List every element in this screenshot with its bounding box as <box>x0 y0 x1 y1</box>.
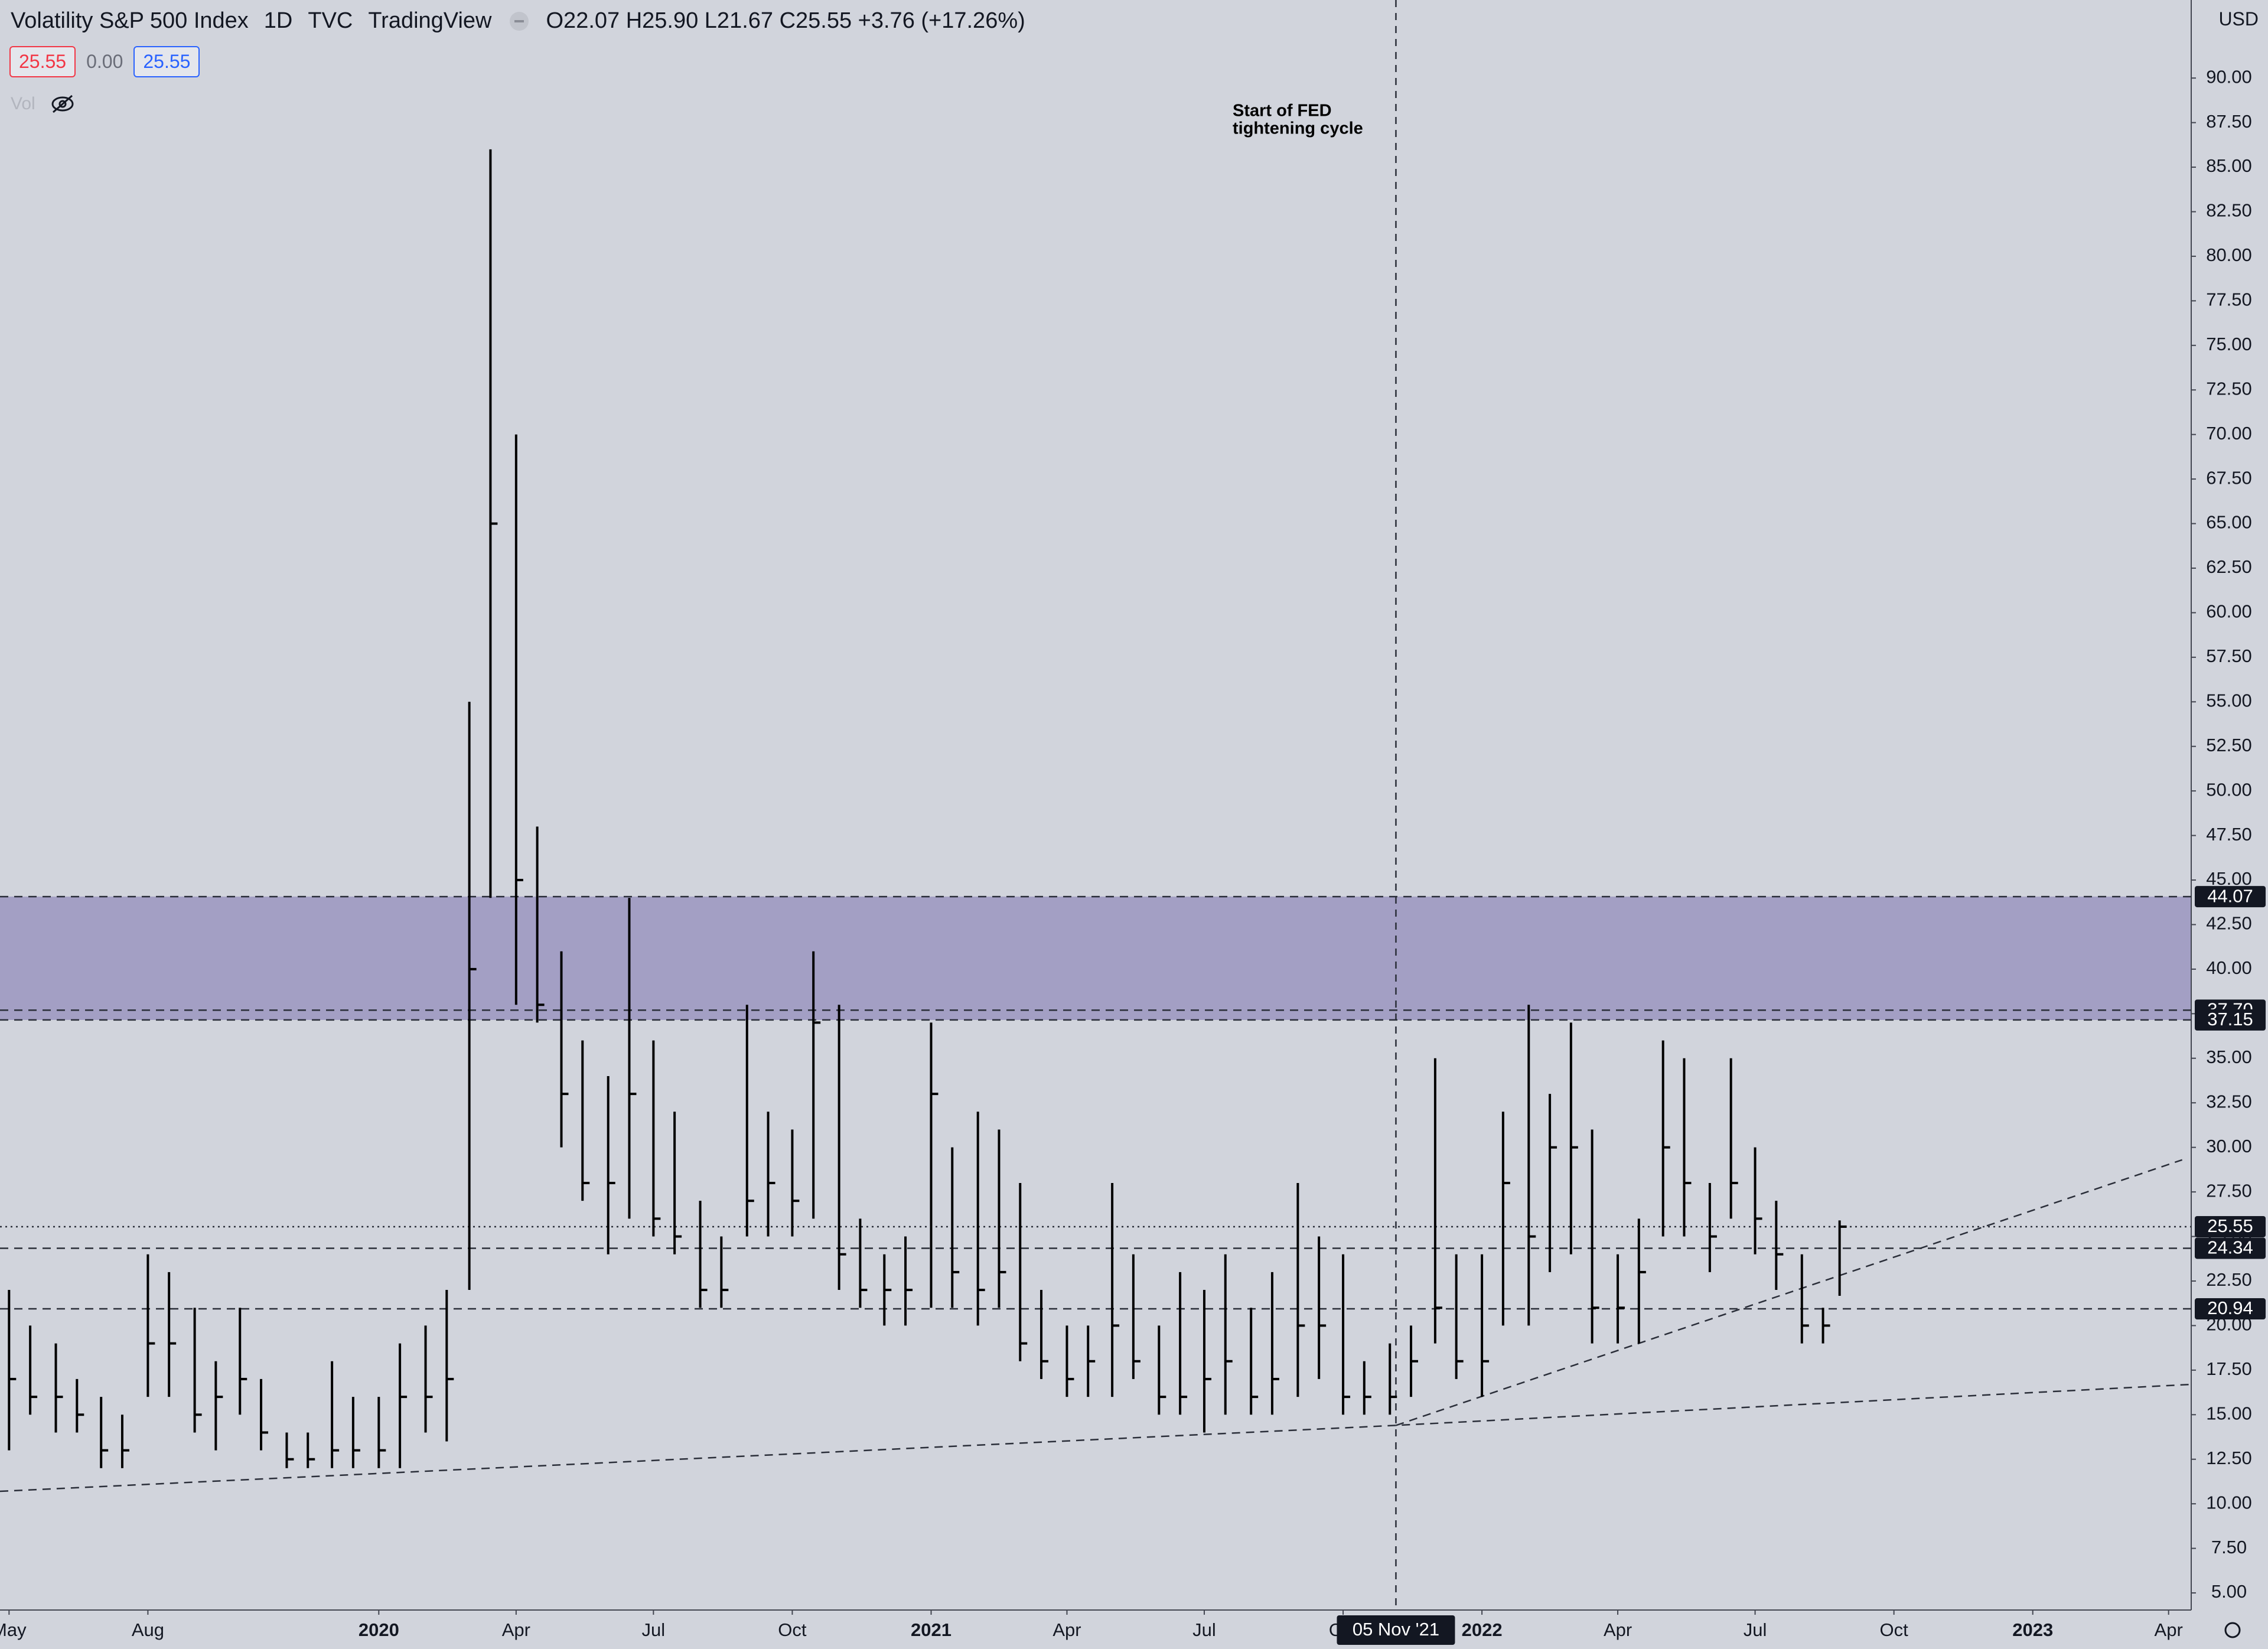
y-tick-label: 47.50 <box>2206 824 2252 845</box>
y-tick-label: 10.00 <box>2206 1492 2252 1513</box>
annotation: Start of FED <box>1233 102 1332 120</box>
source: TradingView <box>368 8 492 33</box>
x-tick-label: Apr <box>502 1619 530 1640</box>
x-tick-label: Oct <box>1880 1619 1909 1640</box>
y-tick-label: 57.50 <box>2206 646 2252 666</box>
level-label-box <box>2195 1237 2266 1259</box>
status-dot <box>509 11 529 31</box>
level-label: 44.07 <box>2207 885 2253 906</box>
x-tick-label: Aug <box>132 1619 164 1640</box>
level-label: 24.34 <box>2207 1237 2253 1258</box>
volume-legend: Vol <box>11 93 76 115</box>
y-tick-label: 52.50 <box>2206 735 2252 755</box>
y-tick-label: 5.00 <box>2211 1581 2247 1602</box>
spread: 0.00 <box>86 51 123 72</box>
y-tick-label: 60.00 <box>2206 601 2252 622</box>
level-label: 20.94 <box>2207 1298 2253 1318</box>
y-tick-label: 72.50 <box>2206 378 2252 399</box>
x-tick-label: 2022 <box>1462 1619 1503 1640</box>
symbol-title[interactable]: Volatility S&P 500 Index <box>11 8 249 33</box>
level-label-box <box>2195 1009 2266 1031</box>
x-tick-label: 2020 <box>359 1619 399 1640</box>
y-tick-label: 77.50 <box>2206 289 2252 310</box>
y-tick-label: 45.00 <box>2206 868 2252 889</box>
trendline <box>0 1383 2192 1492</box>
y-tick-label: 55.00 <box>2206 690 2252 711</box>
y-tick-label: 70.00 <box>2206 423 2252 444</box>
y-tick-label: 82.50 <box>2206 200 2252 221</box>
x-tick-label: 2021 <box>911 1619 951 1640</box>
x-tick-label: Jul <box>1744 1619 1767 1640</box>
level-label: 37.15 <box>2207 1009 2253 1029</box>
y-tick-label: 75.00 <box>2206 334 2252 354</box>
hidden-icon[interactable] <box>50 93 76 115</box>
y-tick-label: 22.50 <box>2206 1269 2252 1290</box>
y-tick-label: 80.00 <box>2206 245 2252 265</box>
y-tick-label: 27.50 <box>2206 1180 2252 1201</box>
y-tick-label: 17.50 <box>2206 1358 2252 1379</box>
x-tick-label: Oct <box>778 1619 807 1640</box>
y-tick-label: 65.00 <box>2206 512 2252 533</box>
settings-icon[interactable] <box>2224 1622 2241 1638</box>
y-tick-label: 85.00 <box>2206 155 2252 176</box>
x-tick-label: Apr <box>1604 1619 1632 1640</box>
y-tick-label: 50.00 <box>2206 779 2252 800</box>
x-tick-label: May <box>0 1619 27 1640</box>
level-label-box <box>2195 1215 2266 1237</box>
x-tick-label: Jul <box>642 1619 666 1640</box>
price-boxes: 25.55 0.00 25.55 <box>9 46 200 77</box>
y-tick-label: 15.00 <box>2206 1403 2252 1423</box>
y-tick-label: 67.50 <box>2206 467 2252 488</box>
crosshair-label-box <box>1337 1615 1455 1645</box>
volume-label: Vol <box>11 94 35 113</box>
y-tick-label: 42.50 <box>2206 913 2252 934</box>
y-tick-label: 40.00 <box>2206 957 2252 978</box>
sell-price[interactable]: 25.55 <box>9 46 76 77</box>
y-tick-label: 87.50 <box>2206 111 2252 132</box>
y-tick-label: 90.00 <box>2206 66 2252 87</box>
header: Volatility S&P 500 Index 1D TVC TradingV… <box>11 8 1025 34</box>
y-tick-label: 62.50 <box>2206 556 2252 577</box>
y-tick-label: 12.50 <box>2206 1448 2252 1468</box>
exchange: TVC <box>308 8 353 33</box>
annotation: tightening cycle <box>1233 119 1363 138</box>
crosshair-label: 05 Nov '21 <box>1353 1619 1439 1640</box>
x-tick-label: 2023 <box>2012 1619 2053 1640</box>
y-tick-label: 30.00 <box>2206 1136 2252 1156</box>
y-tick-label: 32.50 <box>2206 1091 2252 1112</box>
x-tick-label: Apr <box>2155 1619 2183 1640</box>
level-label-box <box>2195 886 2266 908</box>
ohlc-values: O22.07 H25.90 L21.67 C25.55 +3.76 (+17.2… <box>546 8 1025 33</box>
y-tick-label: 7.50 <box>2211 1537 2247 1557</box>
level-label: 25.55 <box>2207 1215 2253 1236</box>
trendline <box>1396 1159 2183 1426</box>
level-label-box <box>2195 1298 2266 1320</box>
buy-price[interactable]: 25.55 <box>133 46 200 77</box>
y-tick-label: 35.00 <box>2206 1047 2252 1067</box>
currency[interactable]: USD <box>2218 8 2259 30</box>
price-zone <box>0 897 2191 1020</box>
x-tick-label: Jul <box>1192 1619 1216 1640</box>
x-tick-label: Apr <box>1052 1619 1081 1640</box>
interval[interactable]: 1D <box>263 8 293 33</box>
